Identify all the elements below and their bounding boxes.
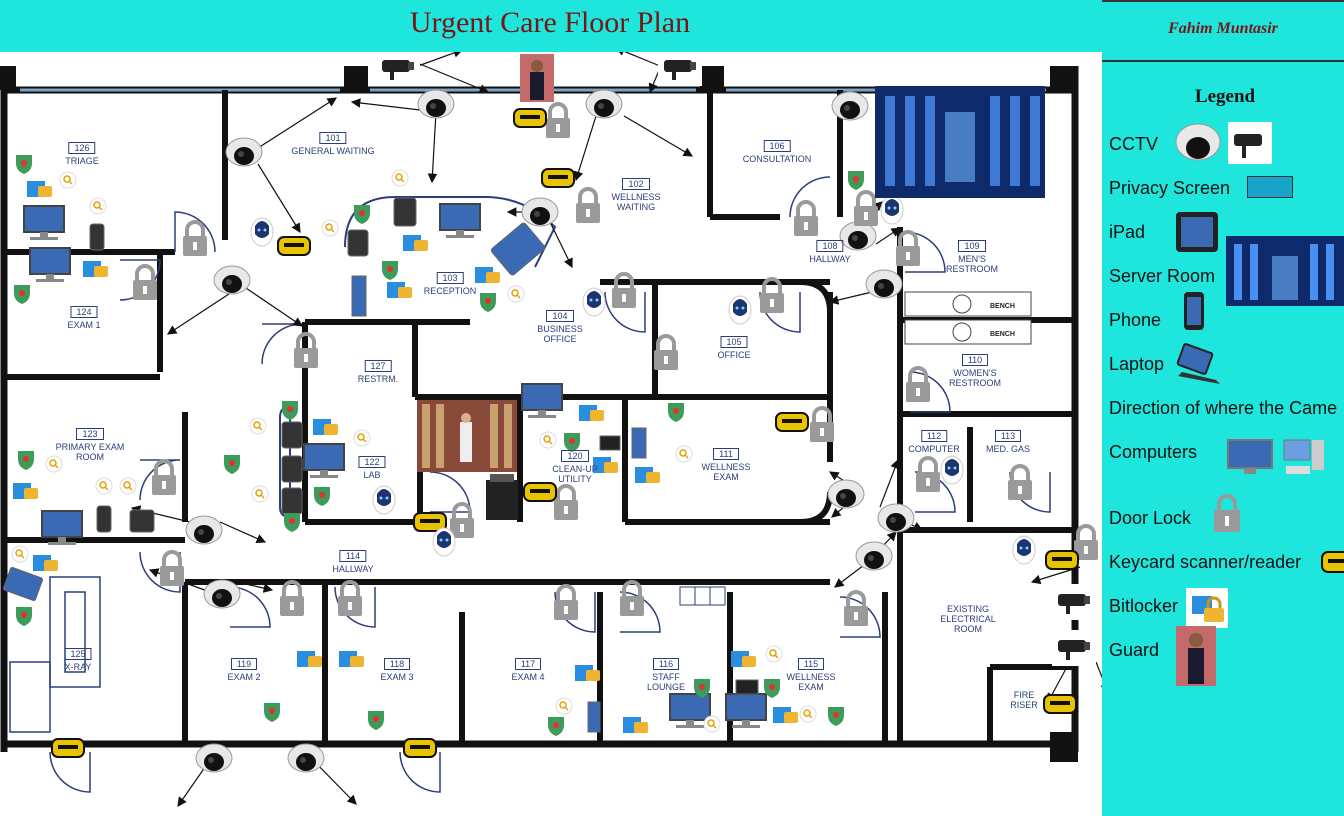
legend-direction: Direction of where the Came bbox=[1109, 398, 1338, 418]
dome-camera-icon bbox=[417, 89, 455, 119]
bullet-camera-icon bbox=[1052, 584, 1096, 620]
room-112: 112 COMPUTER bbox=[908, 430, 960, 454]
legend-ipad: iPad bbox=[1109, 222, 1146, 242]
legend-phone: Phone bbox=[1109, 310, 1162, 330]
dome-camera-icon bbox=[185, 515, 223, 545]
bitlocker-icon bbox=[1186, 588, 1228, 628]
server-room-icon bbox=[1226, 236, 1344, 306]
room-123: 123 PRIMARY EXAM ROOM bbox=[55, 428, 125, 462]
dome-camera-icon bbox=[213, 265, 251, 295]
room-127: 127 RESTRM. bbox=[357, 360, 399, 384]
room-108: 108 HALLWAY bbox=[809, 240, 851, 264]
dome-camera-icon bbox=[865, 269, 903, 299]
keycard-reader-icon bbox=[1321, 551, 1344, 573]
author-name: Fahim Muntasir bbox=[1168, 20, 1278, 37]
room-119: 119 EXAM 2 bbox=[227, 658, 261, 682]
room-122: 122 LAB bbox=[358, 456, 386, 480]
room-105: 105 OFFICE bbox=[717, 336, 751, 360]
legend-cctv: CCTV bbox=[1109, 134, 1158, 154]
room-115: 115 WELLNESS EXAM bbox=[786, 658, 836, 692]
room-114: 114 HALLWAY bbox=[332, 550, 374, 574]
dome-camera-icon bbox=[855, 541, 893, 571]
bullet-camera-icon bbox=[376, 52, 420, 86]
legend-panel: Fahim Muntasir Legend CCTV Privacy Scree… bbox=[1102, 0, 1344, 816]
room-101: 101 GENERAL WAITING bbox=[291, 132, 375, 156]
room-116: 116 STAFF LOUNGE bbox=[646, 658, 685, 692]
records-room-image bbox=[417, 400, 517, 472]
room-103: 103 RECEPTION bbox=[423, 272, 477, 296]
bench-label-1: BENCH bbox=[990, 303, 1015, 310]
padlock-icon bbox=[1214, 494, 1240, 532]
room-106: 106 CONSULTATION bbox=[742, 140, 812, 164]
room-113: 113 MED. GAS bbox=[985, 430, 1031, 454]
room-electrical: EXISTING ELECTRICAL ROOM bbox=[940, 604, 996, 634]
room-117: 117 EXAM 4 bbox=[511, 658, 545, 682]
bullet-camera-icon bbox=[658, 52, 702, 86]
dome-camera-icon bbox=[203, 579, 241, 609]
room-126: 126 TRIAGE bbox=[65, 142, 99, 166]
computer-icon bbox=[1227, 439, 1324, 474]
dome-camera-icon bbox=[287, 743, 325, 773]
dome-camera-icon bbox=[521, 197, 559, 227]
room-110: 110 WOMEN'S RESTROOM bbox=[948, 354, 1001, 388]
room-124: 124 EXAM 1 bbox=[67, 306, 101, 330]
legend-privacy-screen: Privacy Screen bbox=[1109, 178, 1231, 198]
dome-camera-icon bbox=[831, 91, 869, 121]
legend-server-room: Server Room bbox=[1109, 266, 1216, 286]
guard-figure bbox=[520, 54, 554, 102]
phone-icon bbox=[1184, 292, 1204, 330]
room-125: 125 X-RAY bbox=[64, 648, 92, 672]
room-111: 111 WELLNESS EXAM bbox=[701, 448, 751, 482]
cctv-icon bbox=[1175, 122, 1272, 164]
legend-door-lock: Door Lock bbox=[1109, 508, 1192, 528]
page-title: Urgent Care Floor Plan bbox=[409, 6, 691, 39]
ipad-icon bbox=[1176, 212, 1218, 252]
legend-keycard: Keycard scanner/reader bbox=[1109, 552, 1302, 572]
dome-camera-icon bbox=[225, 137, 263, 167]
dome-camera-icon bbox=[877, 503, 915, 533]
bullet-camera-icon bbox=[1052, 630, 1096, 666]
floor-plan-drawing: BENCH BENCH bbox=[0, 52, 1102, 807]
dome-camera-icon bbox=[195, 743, 233, 773]
legend-bitlocker: Bitlocker bbox=[1109, 596, 1179, 616]
legend-title: Legend bbox=[1194, 86, 1256, 107]
floor-plan: BENCH BENCH bbox=[0, 52, 1102, 816]
room-118: 118 EXAM 3 bbox=[380, 658, 414, 682]
room-109: 109 MEN'S RESTROOM bbox=[945, 240, 998, 274]
top-divider bbox=[1102, 0, 1344, 2]
guard-icon bbox=[1176, 626, 1216, 686]
room-104: 104 BUSINESS OFFICE bbox=[537, 310, 583, 344]
legend-laptop: Laptop bbox=[1109, 354, 1165, 374]
server-room-image bbox=[875, 86, 1045, 198]
legend-computers: Computers bbox=[1109, 442, 1198, 462]
legend-guard: Guard bbox=[1109, 640, 1160, 660]
bench-label-2: BENCH bbox=[990, 331, 1015, 338]
privacy-screen-icon bbox=[1247, 176, 1293, 198]
laptop-icon bbox=[1176, 343, 1220, 384]
dome-camera-icon bbox=[585, 89, 623, 119]
room-102: 102 WELLNESS WAITING bbox=[611, 178, 661, 212]
dome-camera-icon bbox=[827, 479, 865, 509]
divider bbox=[1102, 60, 1344, 62]
room-fire-riser: FIRE RISER bbox=[1010, 690, 1038, 710]
room-120: 120 CLEAN-UP UTILITY bbox=[552, 450, 598, 484]
